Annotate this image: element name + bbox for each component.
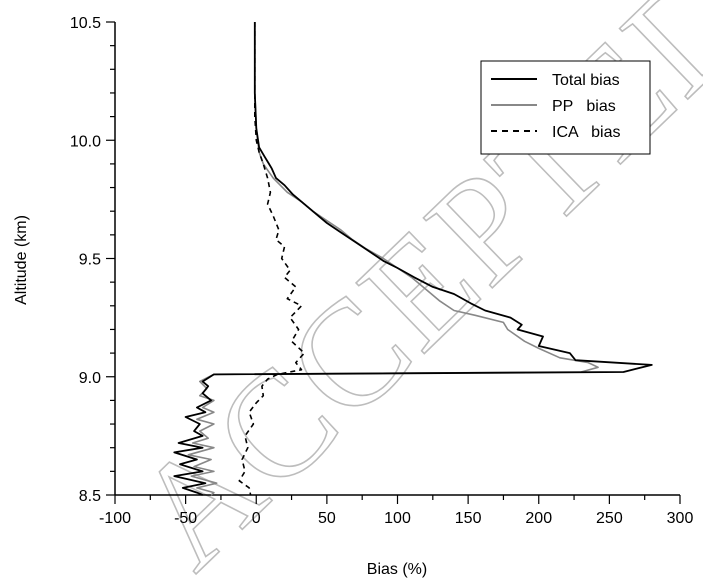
x-tick-label: 150 (455, 510, 482, 527)
x-tick-label: -50 (174, 510, 197, 527)
y-tick-label: 10.0 (70, 133, 101, 150)
series-line-ica-bias (238, 22, 306, 496)
legend: Total bias PP bias ICA bias (480, 60, 651, 155)
legend-label: ICA bias (552, 124, 620, 141)
y-axis-title: Altitude (km) (13, 215, 30, 305)
y-tick-label: 9.0 (79, 370, 101, 387)
series-line-total-bias (173, 22, 653, 496)
legend-label: Total bias (552, 72, 620, 89)
legend-items: Total bias PP bias ICA bias (491, 72, 620, 141)
x-tick-label: 300 (667, 510, 694, 527)
x-tick-label: 0 (252, 510, 261, 527)
x-axis-title: Bias (%) (367, 561, 427, 578)
x-ticks: -100 -50 0 50 100 150 200 250 300 (99, 495, 693, 527)
y-tick-label: 10.5 (70, 15, 101, 32)
x-tick-label: 50 (318, 510, 336, 527)
x-tick-label: -100 (99, 510, 131, 527)
x-tick-label: 200 (525, 510, 552, 527)
series-layer (173, 22, 653, 496)
y-tick-label: 9.5 (79, 252, 101, 269)
y-ticks: 8.5 9.0 9.5 10.0 10.5 (70, 15, 115, 505)
legend-box (480, 60, 651, 155)
x-tick-label: 100 (384, 510, 411, 527)
x-tick-label: 250 (596, 510, 623, 527)
legend-label: PP bias (552, 98, 616, 115)
y-tick-label: 8.5 (79, 488, 101, 505)
